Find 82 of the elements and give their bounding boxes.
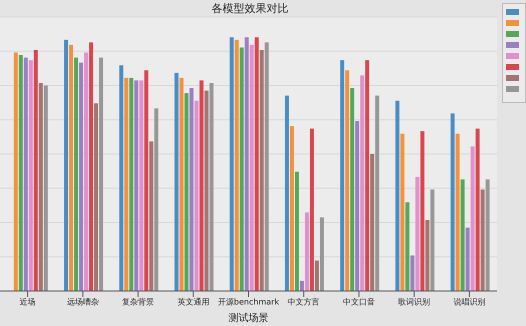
bar <box>84 52 88 291</box>
bar <box>425 220 430 291</box>
bar <box>44 86 48 291</box>
bar <box>254 37 259 291</box>
x-tick-label: 复杂背景 <box>122 298 154 307</box>
bar <box>260 50 264 291</box>
bar <box>194 100 198 291</box>
chart-title: 各模型效果对比 <box>210 1 290 16</box>
bar <box>204 90 208 291</box>
bar <box>486 179 490 291</box>
bar <box>240 47 244 291</box>
bar <box>154 108 158 291</box>
bar <box>180 78 184 291</box>
x-axis-title: 测试场景 <box>228 312 268 324</box>
x-tick-label: 英文通用 <box>177 298 210 307</box>
bar <box>250 44 254 291</box>
bar <box>450 113 455 291</box>
bar <box>304 212 309 291</box>
bar <box>290 126 294 291</box>
bar <box>365 60 370 291</box>
bar <box>300 280 304 291</box>
bar <box>395 100 400 291</box>
bar <box>314 260 319 291</box>
bar <box>284 96 289 291</box>
bar <box>190 88 194 291</box>
bar <box>174 72 178 291</box>
x-tick-label: 中文口音 <box>342 298 375 307</box>
x-tick-label: 说唱识别 <box>453 298 486 307</box>
bar <box>64 40 68 291</box>
bar <box>28 60 33 291</box>
bar <box>210 82 214 291</box>
x-tick-label: 歌词识别 <box>398 298 430 307</box>
bar <box>74 58 78 291</box>
bar <box>320 217 324 291</box>
bar <box>476 128 480 291</box>
bar <box>460 179 465 291</box>
bar <box>69 44 74 291</box>
bar <box>79 62 84 291</box>
bar <box>470 146 475 291</box>
bar <box>264 42 269 291</box>
bar <box>400 134 404 291</box>
bar <box>149 141 154 291</box>
bar <box>340 60 344 291</box>
bar <box>310 128 314 291</box>
bar <box>375 96 380 291</box>
bar <box>230 37 234 291</box>
bar <box>94 103 98 291</box>
bar <box>420 131 424 291</box>
bar <box>124 78 128 291</box>
bar <box>345 70 350 291</box>
bar <box>18 55 23 291</box>
bar <box>119 65 124 291</box>
bar <box>200 80 204 291</box>
x-tick-label: 中文方言 <box>288 298 320 307</box>
bar <box>480 190 485 291</box>
bar <box>294 172 299 291</box>
bar <box>89 42 94 291</box>
bar <box>355 121 360 291</box>
bar <box>234 40 239 291</box>
x-tick-label: 开源benchmark <box>218 298 280 307</box>
bar <box>134 80 138 291</box>
bar <box>415 176 420 291</box>
bar <box>466 228 470 291</box>
bar <box>244 37 249 291</box>
bar <box>38 82 43 291</box>
bar <box>14 52 18 291</box>
bar <box>99 58 104 291</box>
bar <box>430 190 434 291</box>
bar <box>144 70 148 291</box>
bar <box>139 80 144 291</box>
x-tick-label: 近场 <box>20 298 36 307</box>
bar <box>34 50 38 291</box>
x-tick-label: 远场嘈杂 <box>66 298 99 307</box>
bar <box>410 255 414 291</box>
bar <box>184 93 188 291</box>
bar <box>456 134 460 291</box>
bar <box>24 58 28 291</box>
bar <box>370 154 374 291</box>
bar <box>405 202 410 291</box>
bar <box>129 78 134 291</box>
bar <box>360 75 364 291</box>
bar <box>350 88 354 291</box>
